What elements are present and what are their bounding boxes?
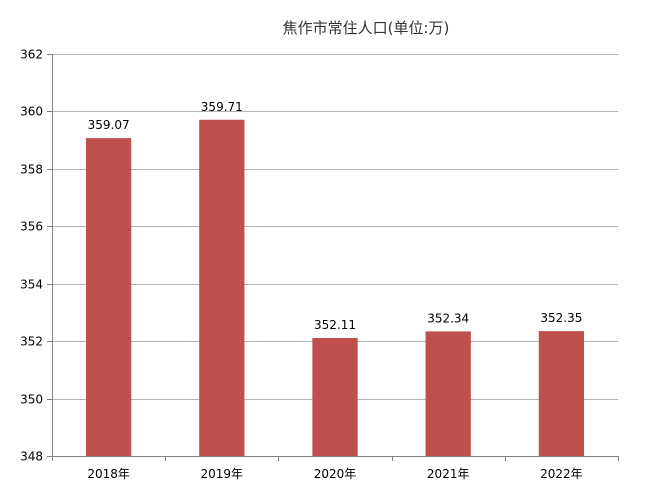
y-tick-label: 350: [20, 393, 43, 407]
bar-2: [199, 119, 245, 457]
data-label-4: 352.34: [427, 311, 469, 325]
data-label-1: 359.07: [88, 118, 130, 132]
y-tick-label: 354: [20, 278, 43, 292]
y-tick-label: 356: [20, 220, 43, 234]
y-tick-label: 352: [20, 335, 43, 349]
y-tick-label: 348: [20, 450, 43, 464]
y-tick-label: 362: [20, 48, 43, 62]
bar-1: [85, 138, 132, 456]
data-label-2: 359.71: [201, 100, 243, 114]
bar-5: [538, 331, 585, 456]
bar-4: [425, 331, 471, 456]
data-label-5: 352.35: [540, 311, 582, 325]
y-tick-label: 358: [20, 163, 43, 177]
y-axis-ticks: 348 350 352 354 356 358 360 362: [20, 48, 52, 464]
x-tick-label: 2019年: [201, 467, 244, 481]
x-tick-label: 2021年: [427, 467, 470, 481]
y-tick-label: 360: [20, 105, 43, 119]
x-tick-label: 2020年: [314, 467, 357, 481]
bar-3: [312, 337, 358, 456]
data-labels: 359.07 359.71 352.11 352.34 352.35: [88, 100, 583, 332]
gridlines: [52, 54, 618, 400]
x-axis-ticks: 2018年 2019年 2020年 2021年 2022年: [52, 456, 619, 481]
x-tick-label: 2022年: [540, 467, 583, 481]
bars: [85, 119, 585, 457]
axes: [52, 54, 618, 457]
data-label-3: 352.11: [314, 318, 356, 332]
x-tick-label: 2018年: [87, 467, 130, 481]
chart-title: 焦作市常住人口(单位:万): [283, 19, 450, 37]
